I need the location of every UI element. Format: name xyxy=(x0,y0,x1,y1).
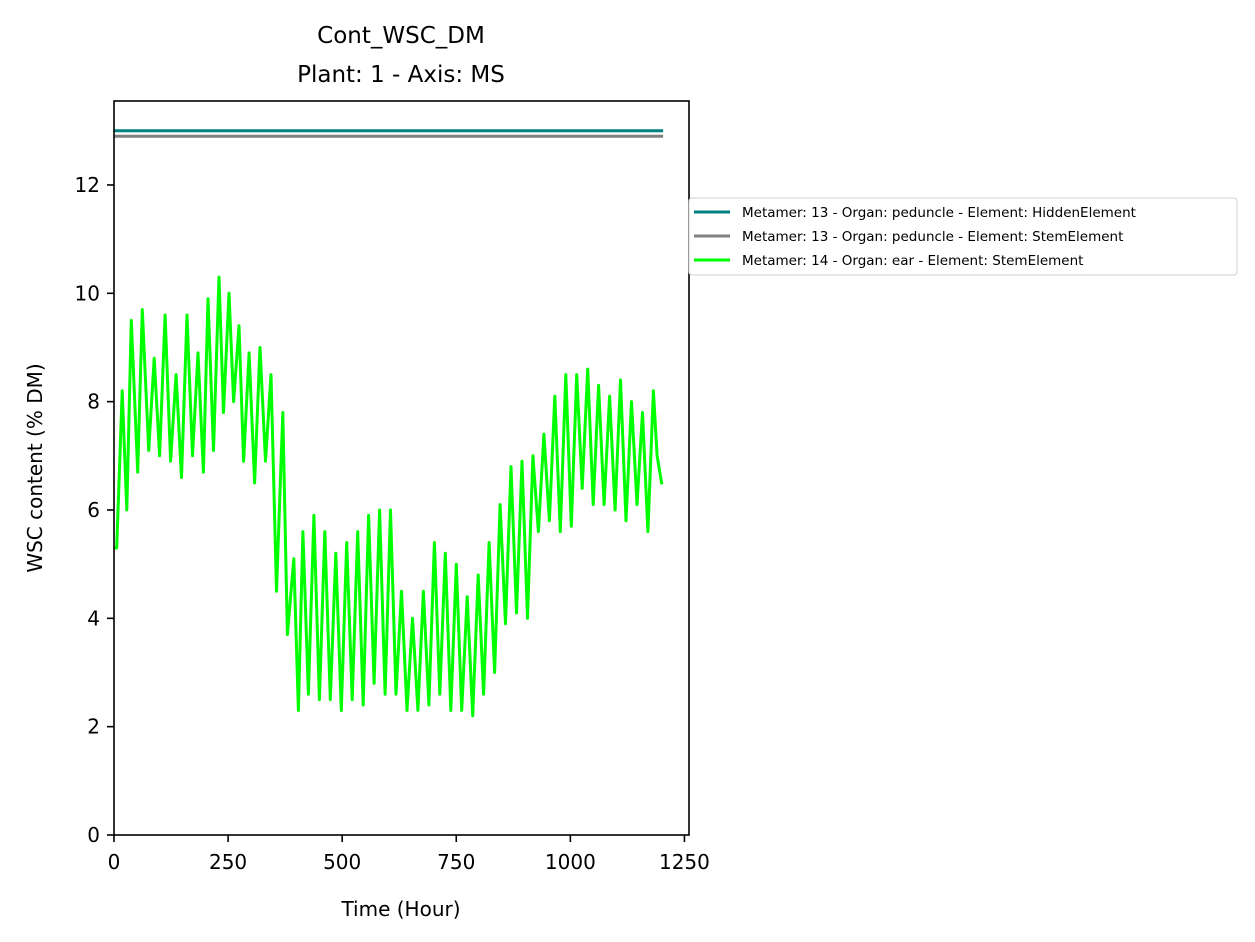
chart-subtitle: Plant: 1 - Axis: MS xyxy=(297,62,505,88)
plot-area xyxy=(113,100,690,836)
series-layer xyxy=(114,129,664,718)
y-tick-label: 8 xyxy=(87,390,100,414)
x-axis: 0 250 500 750 1000 1250 xyxy=(108,835,710,874)
y-axis-label: WSC content (% DM) xyxy=(23,363,47,572)
y-tick-label: 2 xyxy=(87,715,100,739)
y-tick-label: 6 xyxy=(87,498,100,522)
x-tick-label: 500 xyxy=(323,850,361,874)
y-tick-label: 0 xyxy=(87,823,100,847)
x-tick-label: 750 xyxy=(437,850,475,874)
x-tick-label: 250 xyxy=(209,850,247,874)
series-line-3 xyxy=(114,275,664,718)
y-tick-label: 12 xyxy=(75,173,100,197)
x-tick-label: 0 xyxy=(108,850,121,874)
legend: Metamer: 13 - Organ: peduncle - Element:… xyxy=(688,197,1238,276)
x-axis-label: Time (Hour) xyxy=(340,897,460,921)
x-tick-label: 1250 xyxy=(659,850,710,874)
x-tick-label: 1000 xyxy=(545,850,596,874)
legend-box xyxy=(688,197,1238,276)
legend-label-2: Metamer: 13 - Organ: peduncle - Element:… xyxy=(742,229,1123,245)
chart-title: Cont_WSC_DM xyxy=(317,23,485,49)
y-tick-label: 4 xyxy=(87,606,100,630)
y-axis: 0 2 4 6 8 10 12 xyxy=(75,173,114,847)
legend-label-1: Metamer: 13 - Organ: peduncle - Element:… xyxy=(742,205,1136,221)
plot-frame xyxy=(113,100,690,836)
legend-label-3: Metamer: 14 - Organ: ear - Element: Stem… xyxy=(742,253,1083,269)
y-tick-label: 10 xyxy=(75,281,100,305)
